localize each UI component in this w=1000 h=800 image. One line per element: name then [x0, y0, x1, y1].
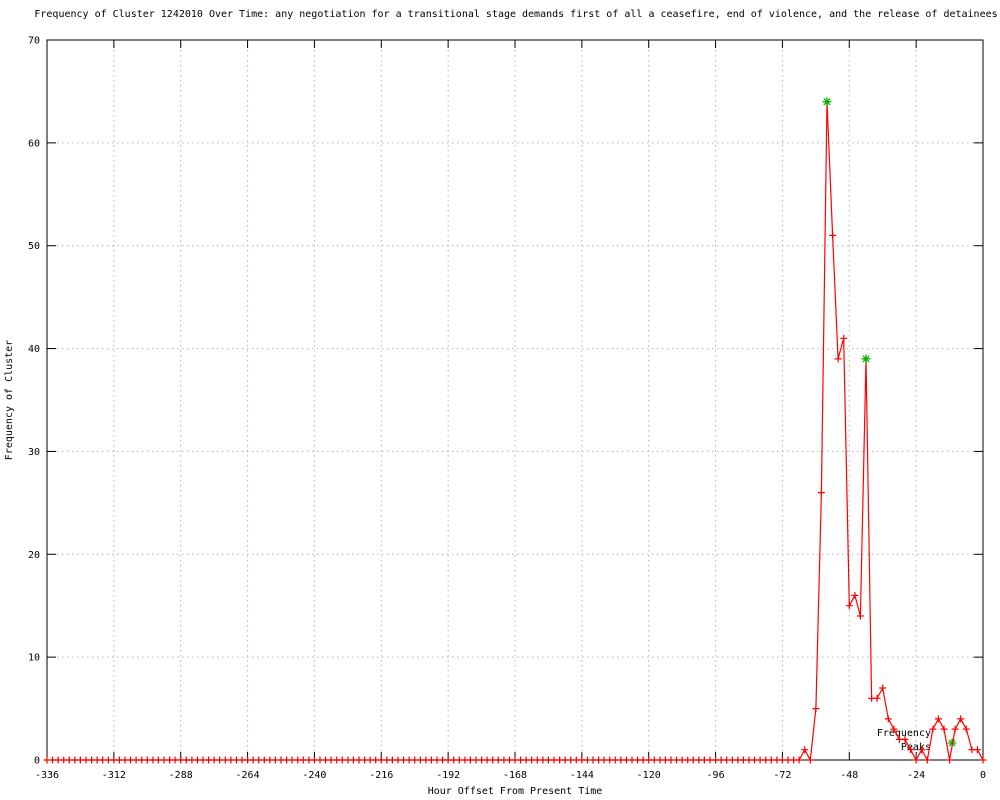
svg-text:0: 0	[980, 770, 986, 781]
svg-text:-312: -312	[102, 770, 126, 781]
svg-text:60: 60	[28, 138, 40, 149]
svg-text:-336: -336	[35, 770, 59, 781]
peak-markers	[822, 97, 871, 364]
x-tick-labels: -336 -312 -288 -264 -240 -216 -192 -168 -144 -120…	[35, 770, 986, 781]
svg-text:-96: -96	[707, 770, 725, 781]
svg-text:-120: -120	[637, 770, 661, 781]
svg-text:40: 40	[28, 344, 40, 355]
grid-lines	[47, 40, 983, 760]
legend-label-line1: Frequency	[877, 728, 931, 739]
svg-text:-48: -48	[840, 770, 858, 781]
svg-text:-192: -192	[436, 770, 460, 781]
svg-text:-264: -264	[236, 770, 260, 781]
svg-text:0: 0	[34, 756, 40, 767]
svg-text:-24: -24	[907, 770, 925, 781]
chart-title: Frequency of Cluster 1242010 Over Time: …	[34, 9, 997, 20]
x-axis-label: Hour Offset From Present Time	[428, 786, 603, 797]
svg-text:30: 30	[28, 447, 40, 458]
y-axis-label: Frequency of Cluster	[4, 340, 15, 460]
svg-text:50: 50	[28, 241, 40, 252]
svg-text:-144: -144	[570, 770, 594, 781]
svg-text:-168: -168	[503, 770, 527, 781]
y-tick-labels: 0 10 20 30 40 50 60 70	[28, 36, 40, 767]
legend-label-line2: Peaks	[901, 742, 931, 753]
svg-text:-288: -288	[169, 770, 193, 781]
svg-text:-216: -216	[369, 770, 393, 781]
svg-text:10: 10	[28, 653, 40, 664]
svg-text:70: 70	[28, 36, 40, 47]
svg-text:20: 20	[28, 550, 40, 561]
svg-text:-240: -240	[302, 770, 326, 781]
svg-text:-72: -72	[773, 770, 791, 781]
